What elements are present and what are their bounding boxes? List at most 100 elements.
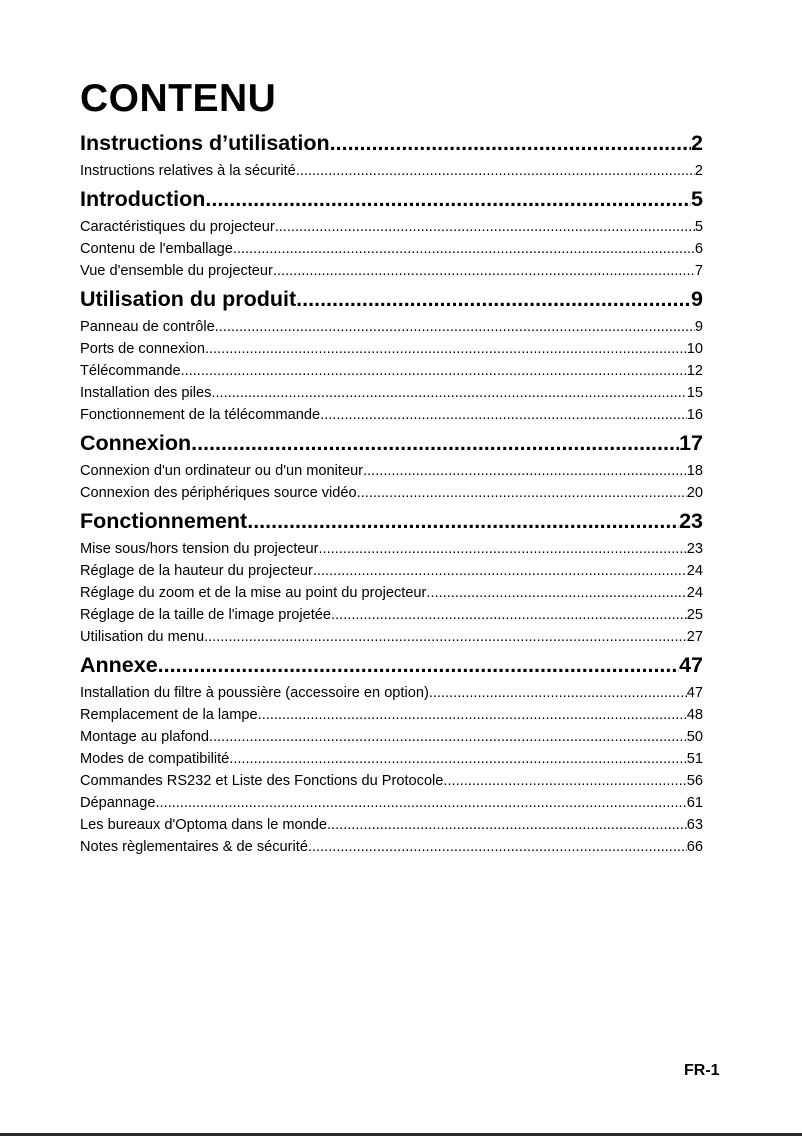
dot-leader: [229, 748, 687, 770]
dot-leader: [181, 360, 687, 382]
toc-entry-page: 47: [686, 685, 703, 701]
toc-entry[interactable]: Montage au plafond 50: [80, 726, 703, 748]
toc-entry[interactable]: Télécommande 12: [80, 360, 703, 382]
toc-entry[interactable]: Instructions relatives à la sécurité 2: [80, 160, 703, 182]
toc-section-heading[interactable]: Connexion 17: [80, 429, 703, 457]
toc-section-heading-page: 2: [691, 131, 703, 155]
toc-entry-label: Réglage de la hauteur du projecteur: [80, 563, 313, 579]
toc-entry[interactable]: Installation du filtre à poussière (acce…: [80, 682, 703, 704]
toc-entry-page: 2: [694, 163, 703, 179]
dot-leader: [233, 238, 695, 260]
dot-leader: [443, 770, 686, 792]
dot-leader: [205, 185, 691, 213]
toc-entry[interactable]: Installation des piles 15: [80, 382, 703, 404]
toc-entry-page: 12: [686, 363, 703, 379]
table-of-contents: Instructions d’utilisation 2 Instructions…: [80, 129, 703, 858]
dot-leader: [327, 814, 687, 836]
toc-entry-label: Ports de connexion: [80, 341, 205, 357]
toc-entry-page: 7: [694, 263, 703, 279]
toc-section-heading-page: 9: [691, 287, 703, 311]
dot-leader: [191, 429, 679, 457]
dot-leader: [308, 836, 687, 858]
toc-entry[interactable]: Remplacement de la lampe 48: [80, 704, 703, 726]
dot-leader: [313, 560, 687, 582]
toc-entry-page: 48: [686, 707, 703, 723]
toc-entry-page: 63: [686, 817, 703, 833]
toc-entry-page: 56: [686, 773, 703, 789]
toc-section-heading-page: 17: [679, 431, 703, 455]
toc-entry[interactable]: Dépannage 61: [80, 792, 703, 814]
toc-entry[interactable]: Connexion d'un ordinateur ou d'un monite…: [80, 460, 703, 482]
toc-entry-label: Réglage de la taille de l'image projetée: [80, 607, 332, 623]
page-title: CONTENU: [80, 77, 277, 120]
dot-leader: [275, 216, 695, 238]
toc-section-heading[interactable]: Instructions d’utilisation 2: [80, 129, 703, 157]
dot-leader: [331, 604, 687, 626]
toc-entry-label: Télécommande: [80, 363, 181, 379]
toc-entry-label: Notes règlementaires & de sécurité: [80, 839, 308, 855]
toc-entry[interactable]: Fonctionnement de la télécommande 16: [80, 404, 703, 426]
toc-entry[interactable]: Caractéristiques du projecteur 5: [80, 216, 703, 238]
toc-entry-page: 24: [686, 563, 703, 579]
toc-entry-label: Montage au plafond: [80, 729, 210, 745]
toc-section-heading-page: 47: [679, 653, 703, 677]
dot-leader: [205, 338, 687, 360]
toc-entry[interactable]: Vue d'ensemble du projecteur 7: [80, 260, 703, 282]
toc-entry-label: Instructions relatives à la sécurité: [80, 163, 296, 179]
dot-leader: [429, 682, 687, 704]
toc-section-heading[interactable]: Utilisation du produit 9: [80, 285, 703, 313]
dot-leader: [426, 582, 686, 604]
toc-entry[interactable]: Ports de connexion 10: [80, 338, 703, 360]
toc-entry-label: Panneau de contrôle: [80, 319, 215, 335]
toc-entry[interactable]: Connexion des périphériques source vidéo…: [80, 482, 703, 504]
dot-leader: [215, 316, 695, 338]
toc-section-heading-page: 5: [691, 187, 703, 211]
dot-leader: [357, 482, 687, 504]
toc-entry-page: 24: [686, 585, 703, 601]
toc-entry[interactable]: Les bureaux d'Optoma dans le monde 63: [80, 814, 703, 836]
dot-leader: [204, 626, 687, 648]
dot-leader: [296, 285, 691, 313]
toc-section-heading-label: Connexion: [80, 431, 192, 455]
toc-section-heading-label: Introduction: [80, 187, 206, 211]
toc-entry-label: Modes de compatibilité: [80, 751, 230, 767]
toc-entry-label: Connexion des périphériques source vidéo: [80, 485, 357, 501]
toc-entry-label: Connexion d'un ordinateur ou d'un monite…: [80, 463, 364, 479]
toc-section-heading[interactable]: Fonctionnement 23: [80, 507, 703, 535]
toc-entry-label: Les bureaux d'Optoma dans le monde: [80, 817, 327, 833]
toc-entry-page: 6: [694, 241, 703, 257]
toc-entry[interactable]: Mise sous/hors tension du projecteur 23: [80, 538, 703, 560]
toc-section-heading-page: 23: [679, 509, 703, 533]
toc-entry-page: 9: [694, 319, 703, 335]
toc-entry[interactable]: Modes de compatibilité 51: [80, 748, 703, 770]
toc-entry-page: 50: [686, 729, 703, 745]
toc-entry[interactable]: Utilisation du menu 27: [80, 626, 703, 648]
toc-entry[interactable]: Contenu de l'emballage 6: [80, 238, 703, 260]
toc-entry[interactable]: Réglage de la hauteur du projecteur 24: [80, 560, 703, 582]
bottom-border: [0, 1133, 802, 1136]
dot-leader: [247, 507, 679, 535]
toc-entry-label: Réglage du zoom et de la mise au point d…: [80, 585, 427, 601]
toc-entry-page: 66: [686, 839, 703, 855]
toc-entry-label: Fonctionnement de la télécommande: [80, 407, 321, 423]
dot-leader: [296, 160, 695, 182]
dot-leader: [330, 129, 691, 157]
toc-entry-page: 10: [686, 341, 703, 357]
toc-section-heading[interactable]: Annexe 47: [80, 651, 703, 679]
toc-section-heading[interactable]: Introduction 5: [80, 185, 703, 213]
toc-section-heading-label: Utilisation du produit: [80, 287, 297, 311]
page-number: FR-1: [684, 1062, 720, 1079]
toc-entry-page: 51: [686, 751, 703, 767]
dot-leader: [258, 704, 687, 726]
toc-section-heading-label: Annexe: [80, 653, 158, 677]
toc-entry[interactable]: Commandes RS232 et Liste des Fonctions d…: [80, 770, 703, 792]
toc-entry[interactable]: Notes règlementaires & de sécurité 66: [80, 836, 703, 858]
toc-entry-label: Mise sous/hors tension du projecteur: [80, 541, 319, 557]
toc-entry[interactable]: Panneau de contrôle 9: [80, 316, 703, 338]
toc-entry[interactable]: Réglage du zoom et de la mise au point d…: [80, 582, 703, 604]
toc-entry[interactable]: Réglage de la taille de l'image projetée…: [80, 604, 703, 626]
toc-entry-label: Contenu de l'emballage: [80, 241, 233, 257]
dot-leader: [209, 726, 687, 748]
toc-entry-page: 27: [686, 629, 703, 645]
toc-entry-page: 16: [686, 407, 703, 423]
